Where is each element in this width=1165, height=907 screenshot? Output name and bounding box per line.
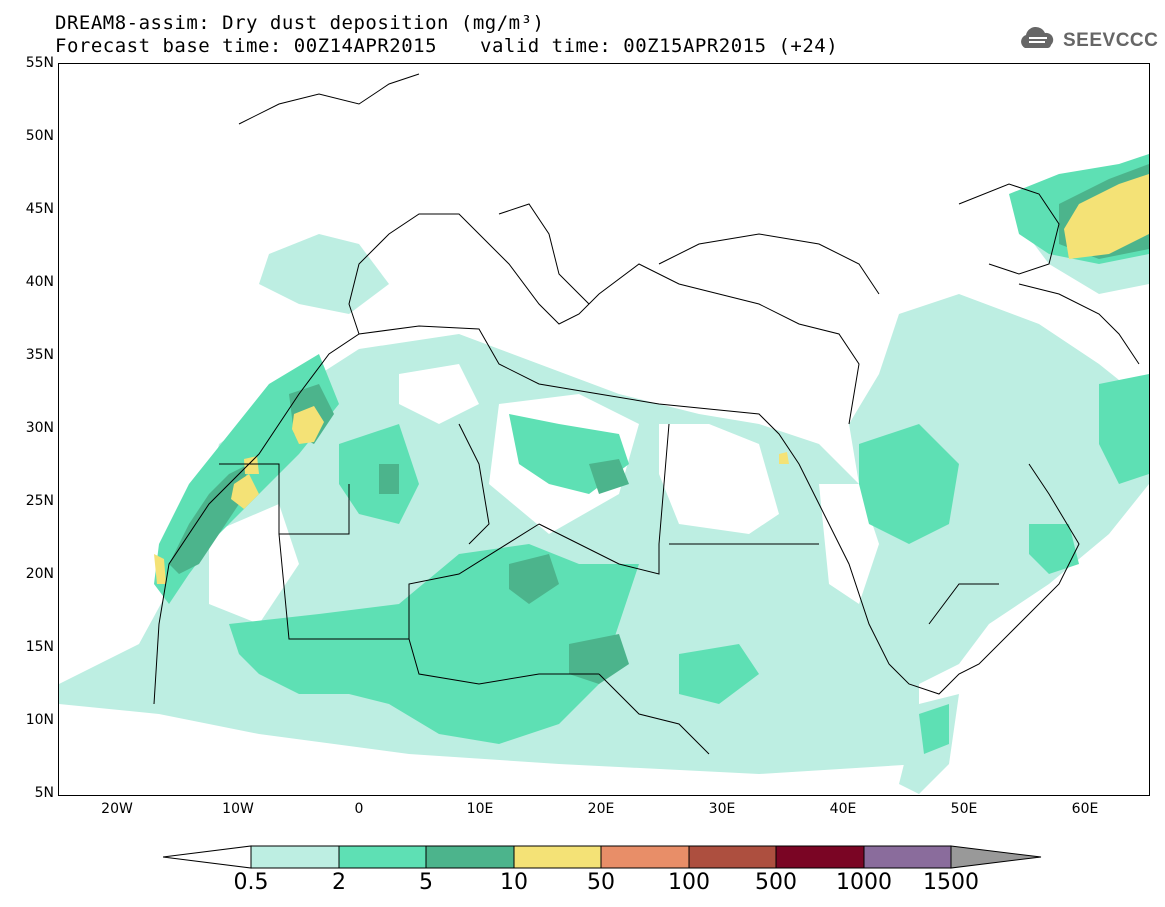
valid-time: valid time: 00Z15APR2015 (+24) (480, 35, 839, 57)
lat-label-25n: 25N (25, 493, 54, 509)
lat-label-15n: 15N (25, 639, 54, 655)
colorbar-over-arrow (950, 845, 1042, 869)
map-panel (58, 63, 1150, 796)
lat-label-55n: 55N (25, 55, 54, 71)
lon-label-0: 0 (354, 801, 364, 817)
lon-label-20e: 20E (587, 801, 615, 817)
dust-free-areas (209, 364, 879, 624)
lat-label-40n: 40N (25, 274, 54, 290)
colorbar-swatch-2 (425, 845, 515, 869)
colorbar-label-7: 1000 (836, 870, 892, 895)
colorbar-label-6: 500 (755, 870, 797, 895)
colorbar-swatch-7 (863, 845, 952, 869)
colorbar-label-8: 1500 (923, 870, 979, 895)
colorbar-label-5: 100 (668, 870, 710, 895)
colorbar-label-1: 2 (332, 870, 346, 895)
colorbar-label-3: 10 (500, 870, 528, 895)
colorbar-swatch-1 (338, 845, 427, 869)
colorbar-swatch-0 (250, 845, 340, 869)
lon-label-10e: 10E (466, 801, 494, 817)
lon-label-40e: 40E (829, 801, 857, 817)
lat-label-45n: 45N (25, 201, 54, 217)
colorbar-under-arrow (163, 845, 252, 869)
base-time: Forecast base time: 00Z14APR2015 (55, 35, 438, 57)
colorbar-label-2: 5 (419, 870, 433, 895)
lat-label-35n: 35N (25, 347, 54, 363)
cloud-icon (1017, 26, 1057, 56)
lon-label-20w: 20W (101, 801, 133, 817)
lon-label-50e: 50E (950, 801, 978, 817)
lat-label-50n: 50N (25, 128, 54, 144)
colorbar-label-0: 0.5 (233, 870, 269, 895)
colorbar-swatch-5 (688, 845, 777, 869)
colorbar-label-4: 50 (587, 870, 615, 895)
lat-label-10n: 10N (25, 712, 54, 728)
colorbar-swatch-6 (775, 845, 865, 869)
dust-level-10 (154, 174, 1149, 584)
lat-label-30n: 30N (25, 420, 54, 436)
logo-text: SEEVCCC (1063, 30, 1159, 51)
colorbar (163, 845, 1042, 869)
lat-label-5n: 5N (34, 785, 54, 801)
dust-map (59, 73, 1149, 794)
colorbar-swatch-3 (513, 845, 602, 869)
lon-label-30e: 30E (708, 801, 736, 817)
lat-label-20n: 20N (25, 566, 54, 582)
chart-title: DREAM8-assim: Dry dust deposition (mg/m³… (55, 12, 545, 34)
coastlines-borders (153, 73, 1140, 755)
lon-label-60e: 60E (1071, 801, 1099, 817)
lon-label-10w: 10W (222, 801, 254, 817)
colorbar-swatch-4 (600, 845, 690, 869)
logo: SEEVCCC (1017, 26, 1159, 56)
